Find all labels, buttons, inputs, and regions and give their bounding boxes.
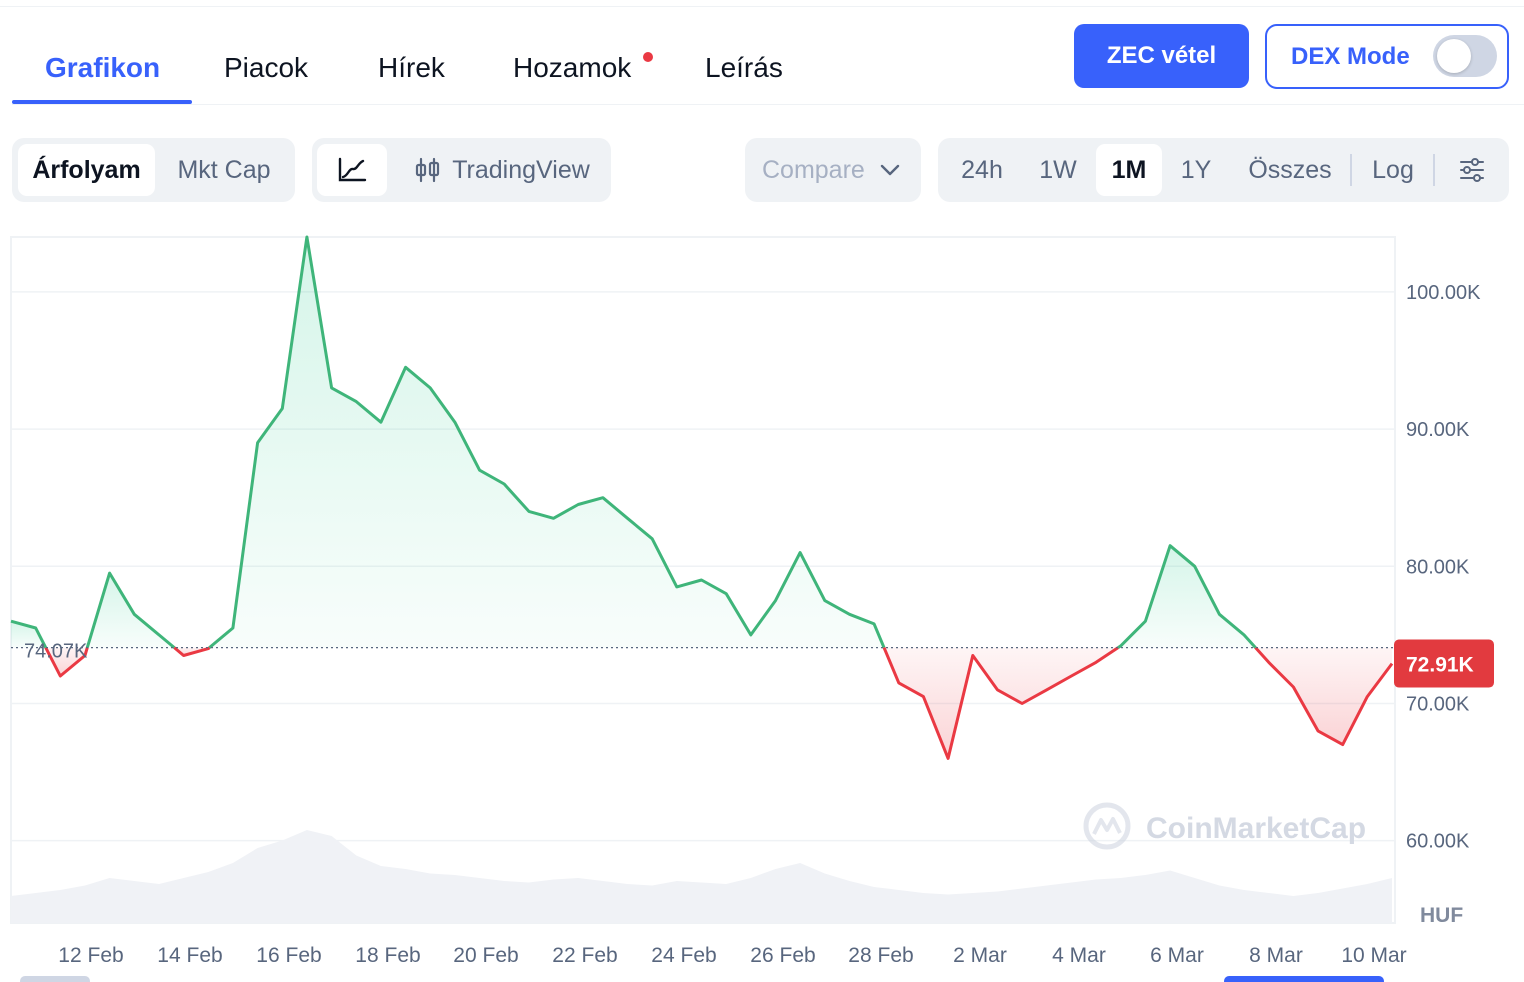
coinmarketcap-logo [1083,802,1131,850]
price-chart-svg: 100.00K 90.00K 80.00K 70.00K 60.00K 12 Feb 14… [10,235,1494,982]
current-price-label: 72.91K [1406,654,1474,677]
tradingview-label: TradingView [452,155,590,184]
range-handle-left[interactable] [20,976,90,982]
range-all[interactable]: Összes [1248,155,1332,184]
baseline-label: 74.07K [24,641,88,663]
price-line-down [44,646,89,678]
candlestick-icon [416,157,440,183]
toggle-switch[interactable] [1433,35,1497,77]
x-tick-label: 28 Feb [848,944,913,967]
x-tick-label: 8 Mar [1249,944,1303,967]
x-tick-label: 22 Feb [552,944,617,967]
tab-piacok[interactable]: Piacok [224,52,309,83]
dex-mode-toggle[interactable]: DEX Mode [1265,24,1509,89]
price-chart[interactable]: 100.00K 90.00K 80.00K 70.00K 60.00K 12 Feb 14… [0,230,1524,982]
tab-bar: Grafikon Piacok Hírek Hozamok Leírás [12,30,1524,105]
x-tick-label: 6 Mar [1150,944,1204,967]
sliders-icon [1460,158,1484,182]
y-tick-label: 60.00K [1406,831,1470,853]
log-scale-button[interactable]: Log [1372,155,1414,184]
watermark: CoinMarketCap [1146,812,1366,845]
price-line-down [882,646,1119,760]
price-line-up [1117,544,1257,649]
dex-mode-label: DEX Mode [1291,42,1410,70]
metric-toggle: Árfolyam Mkt Cap [12,138,295,202]
y-tick-label: 90.00K [1406,419,1470,441]
range-1m[interactable]: 1M [1096,144,1162,196]
tradingview-button[interactable]: TradingView [404,144,600,196]
range-1y[interactable]: 1Y [1180,155,1212,184]
market-cap-option[interactable]: Mkt Cap [177,155,271,184]
tab-hozamok[interactable]: Hozamok [513,52,632,83]
area-below-baseline [1255,647,1392,745]
tab-hirek[interactable]: Hírek [378,52,445,83]
active-tab-indicator [12,100,192,104]
tab-leiras[interactable]: Leírás [705,52,783,83]
top-divider [0,6,1524,7]
x-tick-label: 14 Feb [157,944,222,967]
settings-divider [1433,154,1435,186]
chevron-down-icon [880,164,900,176]
notification-dot [643,52,653,62]
area-above-baseline [11,621,46,648]
y-tick-label: 70.00K [1406,693,1470,715]
compare-dropdown[interactable]: Compare [745,138,921,202]
x-tick-label: 26 Feb [750,944,815,967]
range-24h[interactable]: 24h [961,155,1003,184]
x-tick-label: 18 Feb [355,944,420,967]
range-handle-right[interactable] [1224,976,1384,982]
line-chart-button[interactable] [317,144,387,196]
x-tick-label: 20 Feb [453,944,518,967]
current-price-tag: 72.91K [1394,639,1494,688]
volume-area [11,830,1392,923]
price-option[interactable]: Árfolyam [18,144,155,196]
area-below-baseline [45,647,88,676]
x-tick-label: 4 Mar [1052,944,1106,967]
price-line-up [208,235,886,649]
currency-label: HUF [1420,904,1463,927]
line-chart-icon [338,157,367,182]
area-below-baseline [884,647,1119,759]
x-tick-label: 16 Feb [256,944,321,967]
price-line-down [173,646,211,657]
x-tick-label: 24 Feb [651,944,716,967]
range-1w[interactable]: 1W [1039,155,1077,184]
buy-zec-button[interactable]: ZEC vétel [1074,24,1249,88]
range-selector: 24h 1W 1M 1Y Összes Log [938,138,1509,202]
x-tick-label: 12 Feb [58,944,123,967]
y-tick-label: 100.00K [1406,282,1481,304]
range-divider [1350,154,1352,186]
x-tick-label: 10 Mar [1341,944,1406,967]
compare-label: Compare [762,155,865,184]
y-tick-label: 80.00K [1406,556,1470,578]
area-above-baseline [209,237,884,648]
price-line-down [1254,646,1394,747]
price-line-up [85,571,176,649]
chart-type-toggle: TradingView [312,138,611,202]
price-line-up [10,619,48,649]
x-tick-label: 2 Mar [953,944,1007,967]
tab-grafikon[interactable]: Grafikon [45,52,161,83]
chart-settings-button[interactable] [1446,144,1498,196]
toggle-knob [1437,39,1471,73]
area-above-baseline [1118,545,1256,648]
